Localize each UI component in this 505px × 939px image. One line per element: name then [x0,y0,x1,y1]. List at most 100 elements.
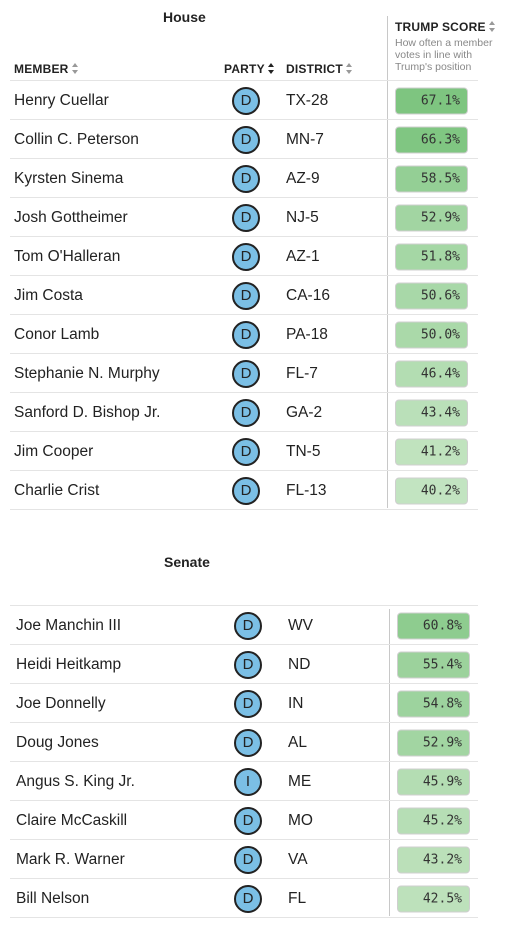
trump-score-pill: 50.6% [395,282,468,309]
party-badge: D [234,806,262,835]
member-name: Doug Jones [16,733,99,751]
member-name: Kyrsten Sinema [14,169,124,187]
sort-arrows-icon [488,21,496,32]
row-divider [10,509,478,510]
district-label: WV [288,616,313,634]
party-badge: D [234,650,262,679]
trump-score-pill: 45.9% [397,768,470,795]
row-divider [10,353,478,354]
party-badge: D [232,203,260,232]
table-row: Josh Gottheimer D NJ-5 52.9% [10,198,478,237]
row-divider [10,119,478,120]
row-divider [10,761,478,762]
house-score-divider [387,16,388,508]
party-badge: D [232,86,260,115]
table-row: Collin C. Peterson D MN-7 66.3% [10,120,478,159]
row-divider [10,158,478,159]
district-header-label: DISTRICT [286,62,343,76]
member-name: Jim Costa [14,286,83,304]
member-name: Josh Gottheimer [14,208,128,226]
district-label: MO [288,811,313,829]
table-row: Bill Nelson D FL 42.5% [10,879,478,918]
trump-score-pill: 50.0% [395,321,468,348]
member-column-header[interactable]: MEMBER [14,62,79,76]
trump-score-pill: 66.3% [395,126,468,153]
member-name: Collin C. Peterson [14,130,139,148]
table-row: Charlie Crist D FL-13 40.2% [10,471,478,510]
header-divider [10,80,478,81]
table-row: Claire McCaskill D MO 45.2% [10,801,478,840]
sort-arrows-icon [71,63,79,74]
row-divider [10,683,478,684]
trump-score-pill: 42.5% [397,885,470,912]
party-badge: D [232,476,260,505]
row-divider [10,197,478,198]
party-badge: D [234,845,262,874]
trump-score-column-header[interactable]: TRUMP SCORE [395,20,496,34]
table-row: Sanford D. Bishop Jr. D GA-2 43.4% [10,393,478,432]
trump-score-pill: 46.4% [395,360,468,387]
party-badge: D [234,728,262,757]
row-divider [10,470,478,471]
district-label: FL-13 [286,481,327,499]
party-badge: D [232,281,260,310]
member-name: Bill Nelson [16,889,90,907]
trump-score-pill: 40.2% [395,477,468,504]
row-divider [10,644,478,645]
table-row: Jim Costa D CA-16 50.6% [10,276,478,315]
row-divider [10,275,478,276]
party-badge: I [234,767,262,796]
district-label: MN-7 [286,130,324,148]
trump-score-pill: 45.2% [397,807,470,834]
table-row: Tom O'Halleran D AZ-1 51.8% [10,237,478,276]
trump-score-pill: 60.8% [397,612,470,639]
party-badge: D [234,884,262,913]
trump-score-pill: 51.8% [395,243,468,270]
trump-score-pill: 41.2% [395,438,468,465]
trump-score-pill: 43.4% [395,399,468,426]
member-name: Sanford D. Bishop Jr. [14,403,161,421]
trump-score-pill: 52.9% [395,204,468,231]
table-row: Angus S. King Jr. I ME 45.9% [10,762,478,801]
party-badge: D [232,320,260,349]
trump-score-header-label: TRUMP SCORE [395,20,486,34]
district-label: IN [288,694,304,712]
member-name: Stephanie N. Murphy [14,364,160,382]
party-column-header[interactable]: PARTY [224,62,275,76]
trump-score-pill: 55.4% [397,651,470,678]
party-badge: D [232,242,260,271]
trump-score-pill: 52.9% [397,729,470,756]
district-label: CA-16 [286,286,330,304]
member-name: Charlie Crist [14,481,100,499]
table-row: Conor Lamb D PA-18 50.0% [10,315,478,354]
district-label: AZ-9 [286,169,320,187]
header-divider [10,605,478,606]
table-row: Jim Cooper D TN-5 41.2% [10,432,478,471]
district-label: FL-7 [286,364,318,382]
member-name: Tom O'Halleran [14,247,121,265]
party-badge: D [232,437,260,466]
row-divider [10,431,478,432]
party-badge: D [232,398,260,427]
district-label: AL [288,733,307,751]
trump-score-description: How often a member votes in line with Tr… [395,37,493,73]
row-divider [10,722,478,723]
row-divider [10,839,478,840]
party-badge: D [232,125,260,154]
table-row: Stephanie N. Murphy D FL-7 46.4% [10,354,478,393]
member-name: Joe Donnelly [16,694,106,712]
party-badge: D [234,689,262,718]
party-header-label: PARTY [224,62,265,76]
table-row: Doug Jones D AL 52.9% [10,723,478,762]
member-name: Jim Cooper [14,442,94,460]
row-divider [10,314,478,315]
member-name: Henry Cuellar [14,91,109,109]
row-divider [10,800,478,801]
sort-arrows-icon [267,63,275,74]
district-label: PA-18 [286,325,328,343]
member-name: Mark R. Warner [16,850,125,868]
district-label: NJ-5 [286,208,319,226]
party-badge: D [234,611,262,640]
table-row: Mark R. Warner D VA 43.2% [10,840,478,879]
district-column-header[interactable]: DISTRICT [286,62,353,76]
